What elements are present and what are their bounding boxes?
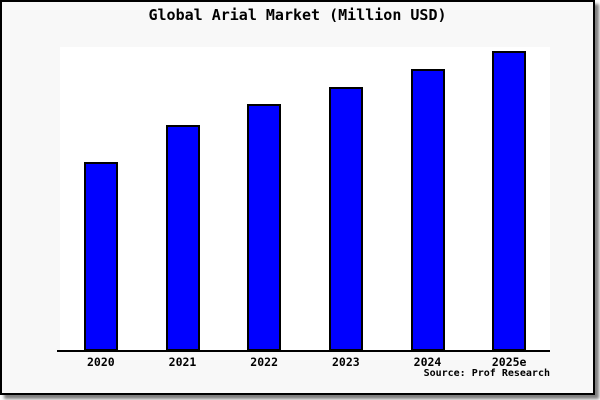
bar-2024 <box>410 69 445 351</box>
chart-title: Global Arial Market (Million USD) <box>148 6 447 24</box>
x-tick-2020: 2020 <box>86 355 115 369</box>
x-tick-2021: 2021 <box>168 355 197 369</box>
bar-2021 <box>165 125 200 351</box>
x-tick-2025e: 2025e <box>491 355 527 369</box>
bar-2023 <box>328 87 363 351</box>
plot-area <box>60 47 550 351</box>
bar-2022 <box>247 104 282 351</box>
x-tick-2024: 2024 <box>413 355 442 369</box>
x-tick-2022: 2022 <box>250 355 278 369</box>
x-tick-2023: 2023 <box>331 355 360 369</box>
source-credit: Source: Prof Research <box>423 368 550 379</box>
bar-2020 <box>83 162 118 351</box>
x-axis-line <box>57 350 550 352</box>
chart-frame: Global Arial Market (Million USD) 2020 20… <box>0 0 595 395</box>
bar-2025e <box>492 51 527 351</box>
